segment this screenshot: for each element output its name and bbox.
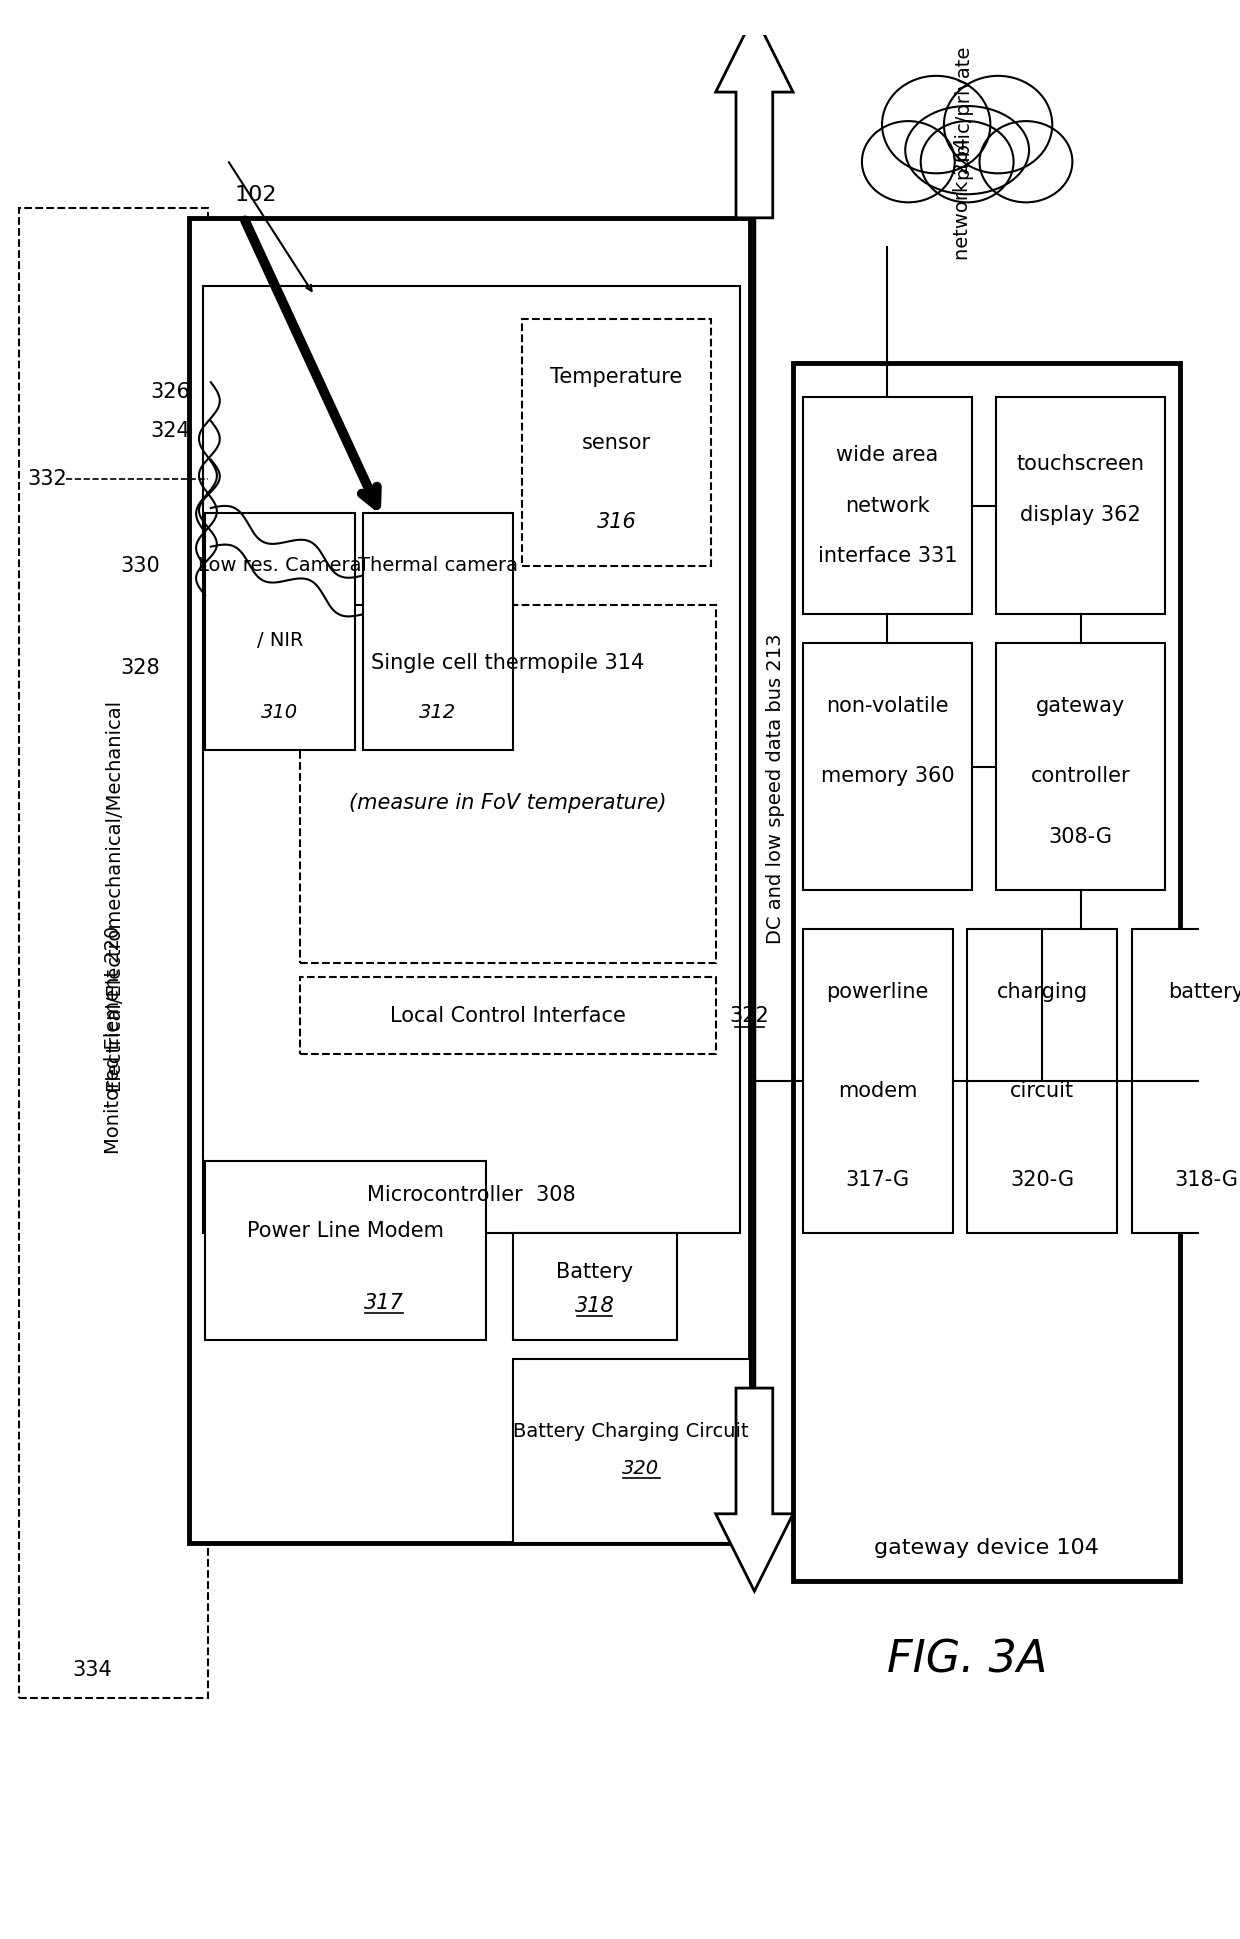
Text: Low res. Camera: Low res. Camera [198,556,362,576]
Text: touchscreen: touchscreen [1017,454,1145,475]
Text: 334: 334 [72,1660,112,1681]
Bar [512,1359,749,1543]
Text: 318: 318 [575,1295,615,1317]
Bar [802,644,972,890]
Text: 316: 316 [596,512,636,533]
Text: 318-G: 318-G [1174,1169,1239,1191]
Bar [996,397,1166,615]
Ellipse shape [921,120,1013,202]
Text: Electrical/Electromechanical/Mechanical: Electrical/Electromechanical/Mechanical [104,698,123,1092]
Bar [300,605,715,962]
Text: sensor: sensor [582,432,651,452]
Text: / NIR: / NIR [257,632,304,650]
Text: 308-G: 308-G [1049,826,1112,847]
Text: charging: charging [997,981,1087,1002]
Ellipse shape [905,107,1029,194]
Text: 310: 310 [262,704,299,723]
Text: circuit: circuit [1011,1080,1074,1101]
Bar [203,285,740,1233]
Text: (measure in FoV temperature): (measure in FoV temperature) [348,793,667,812]
Bar [967,929,1117,1233]
Text: Battery Charging Circuit: Battery Charging Circuit [513,1421,749,1441]
Text: Temperature: Temperature [551,366,683,388]
Text: 332: 332 [27,469,67,489]
Ellipse shape [944,76,1053,173]
Text: 328: 328 [120,657,160,677]
Text: 330: 330 [120,556,160,576]
Bar [522,320,711,566]
Text: network 264: network 264 [952,138,972,260]
Text: gateway device 104: gateway device 104 [874,1538,1099,1557]
Bar [20,207,208,1697]
Text: public/private: public/private [952,45,972,178]
Text: Monitored Element 220: Monitored Element 220 [104,925,123,1154]
Text: FIG. 3A: FIG. 3A [887,1638,1048,1681]
Bar [1132,929,1240,1233]
Ellipse shape [980,120,1073,202]
Text: 320: 320 [622,1458,660,1478]
Text: 317: 317 [365,1293,404,1313]
Ellipse shape [862,120,955,202]
FancyArrow shape [715,16,794,217]
Bar [205,512,355,750]
Text: 102: 102 [236,184,278,206]
Text: network: network [844,496,930,516]
Text: wide area: wide area [836,444,939,465]
Text: interface 331: interface 331 [817,547,957,566]
Text: modem: modem [838,1080,918,1101]
Bar [794,363,1180,1582]
Text: 317-G: 317-G [846,1169,910,1191]
Text: 322: 322 [729,1006,769,1026]
Text: powerline: powerline [827,981,929,1002]
Text: 324: 324 [150,421,190,440]
Text: display 362: display 362 [1021,506,1141,525]
Text: Power Line Modem: Power Line Modem [247,1222,444,1241]
Bar [300,977,715,1055]
Text: Single cell thermopile 314: Single cell thermopile 314 [371,653,645,673]
Bar [996,644,1166,890]
Bar [188,217,749,1543]
Text: non-volatile: non-volatile [826,696,949,715]
Text: battery: battery [1168,981,1240,1002]
Text: DC and low speed data bus 213: DC and low speed data bus 213 [766,634,785,944]
Text: Local Control Interface: Local Control Interface [389,1006,626,1026]
Text: controller: controller [1030,766,1131,787]
Ellipse shape [882,76,991,173]
Text: 312: 312 [419,704,456,723]
Bar [362,512,512,750]
Text: Battery: Battery [557,1262,634,1282]
Text: 326: 326 [150,382,190,401]
Text: Microcontroller  308: Microcontroller 308 [367,1185,575,1204]
Bar [802,397,972,615]
Bar [802,929,952,1233]
Text: memory 360: memory 360 [821,766,954,787]
Text: Thermal camera: Thermal camera [357,556,517,576]
Bar [512,1233,677,1340]
Text: gateway: gateway [1037,696,1126,715]
FancyArrow shape [715,1388,794,1592]
Bar [205,1161,486,1340]
Text: 320-G: 320-G [1011,1169,1074,1191]
